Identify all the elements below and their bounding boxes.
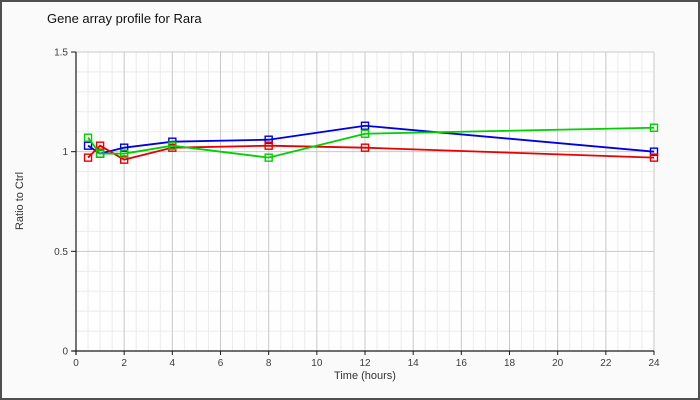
x-tick-label: 20 xyxy=(552,358,564,369)
x-axis-label: Time (hours) xyxy=(334,370,396,382)
data-marker-red xyxy=(95,141,105,150)
y-tick-label: 0.5 xyxy=(54,247,68,258)
x-tick-label: 4 xyxy=(170,358,176,369)
y-tick-label: 1 xyxy=(62,147,68,158)
x-tick-label: 14 xyxy=(408,358,420,369)
data-marker-red xyxy=(83,153,93,162)
data-marker-green xyxy=(360,129,370,138)
x-tick-label: 6 xyxy=(218,358,224,369)
chart-title: Gene array profile for Rara xyxy=(47,11,202,26)
y-tick-label: 1.5 xyxy=(54,48,68,59)
data-marker-green xyxy=(119,149,129,158)
data-marker-green xyxy=(83,133,93,142)
series-line-red xyxy=(87,144,655,161)
series-line-green xyxy=(87,126,655,159)
data-marker-blue xyxy=(264,135,273,144)
data-marker-red xyxy=(649,153,659,162)
data-marker-green xyxy=(95,149,105,158)
x-tick-label: 8 xyxy=(266,358,272,369)
data-marker-blue xyxy=(83,141,93,150)
x-tick-label: 12 xyxy=(359,358,371,369)
x-tick-label: 0 xyxy=(73,358,79,369)
data-marker-blue xyxy=(649,147,659,156)
data-marker-green xyxy=(168,141,177,150)
x-tick-label: 2 xyxy=(121,358,127,369)
x-tick-label: 16 xyxy=(456,358,468,369)
data-marker-blue xyxy=(119,143,129,152)
data-marker-red xyxy=(360,143,370,152)
y-tick-label: 0 xyxy=(62,347,68,358)
x-tick-label: 10 xyxy=(311,358,323,369)
data-marker-red xyxy=(119,155,129,164)
x-tick-label: 22 xyxy=(600,358,612,369)
x-tick-label: 24 xyxy=(648,358,660,369)
data-marker-blue xyxy=(360,121,370,130)
data-marker-green xyxy=(264,153,273,162)
data-marker-red xyxy=(264,141,273,150)
data-marker-green xyxy=(649,123,659,132)
x-tick-label: 18 xyxy=(504,358,516,369)
